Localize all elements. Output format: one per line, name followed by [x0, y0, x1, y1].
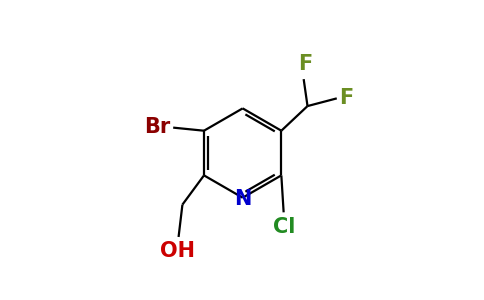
Text: F: F: [298, 55, 312, 74]
Text: Cl: Cl: [273, 217, 296, 237]
Text: Br: Br: [145, 117, 171, 137]
Text: N: N: [234, 189, 251, 209]
Text: OH: OH: [160, 241, 195, 261]
Text: F: F: [339, 88, 353, 108]
